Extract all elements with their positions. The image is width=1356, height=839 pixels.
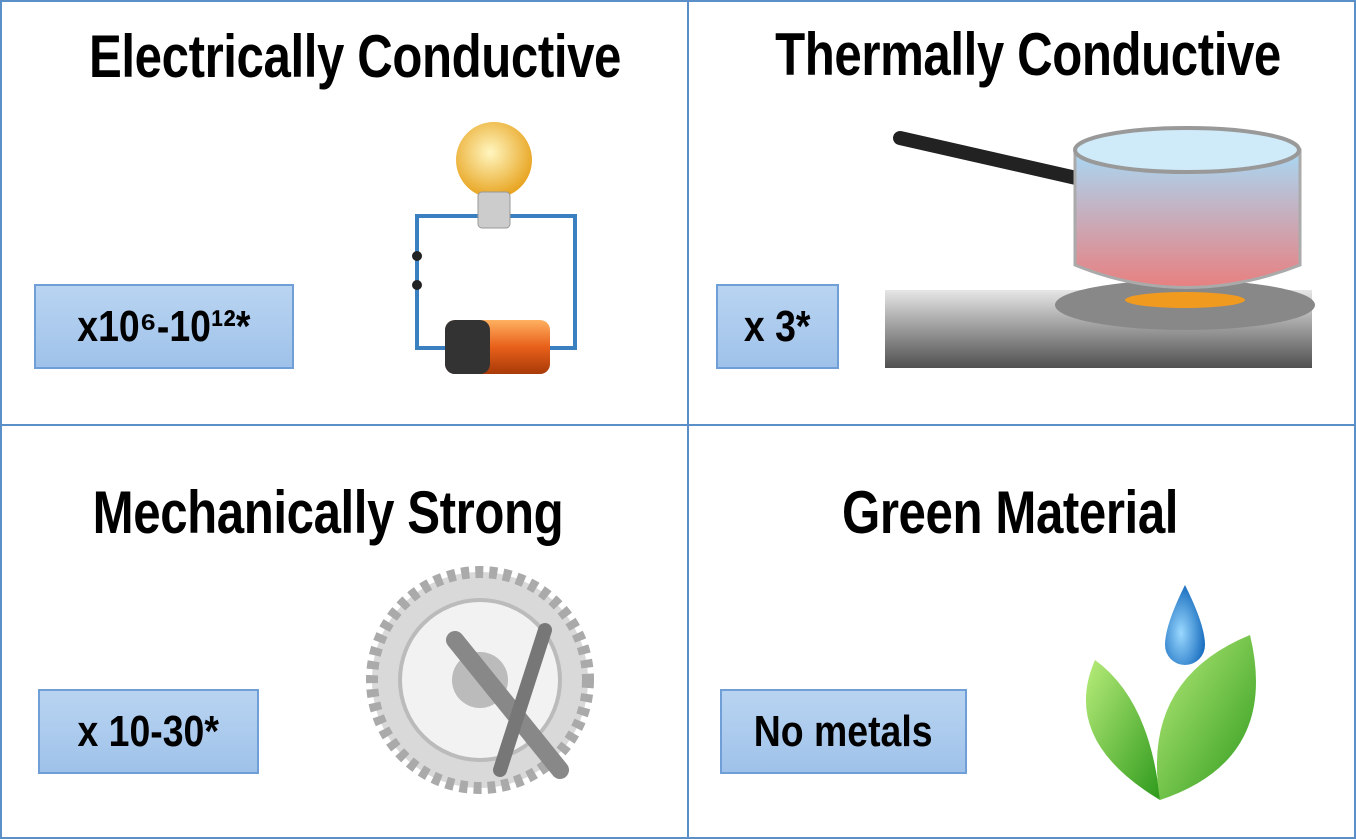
badge-text: No metals (754, 706, 933, 756)
cell-title: Mechanically Strong (92, 479, 564, 546)
pot-icon (885, 126, 1315, 368)
cell-title: Green Material (841, 479, 1179, 546)
cell-title: Electrically Conductive (89, 23, 621, 90)
badge-text: x10⁶-10¹²* (77, 301, 251, 351)
circuit-icon (412, 122, 577, 374)
gear-icon (366, 566, 594, 794)
badge-text: x 10-30* (77, 706, 220, 756)
leaf-icon (1085, 585, 1256, 800)
badge: x 3* (716, 284, 839, 369)
badge-text: x 3* (744, 301, 811, 351)
badge: x10⁶-10¹²* (34, 284, 294, 369)
badge: No metals (720, 689, 967, 774)
badge: x 10-30* (38, 689, 259, 774)
cell-title: Thermally Conductive (775, 21, 1281, 88)
